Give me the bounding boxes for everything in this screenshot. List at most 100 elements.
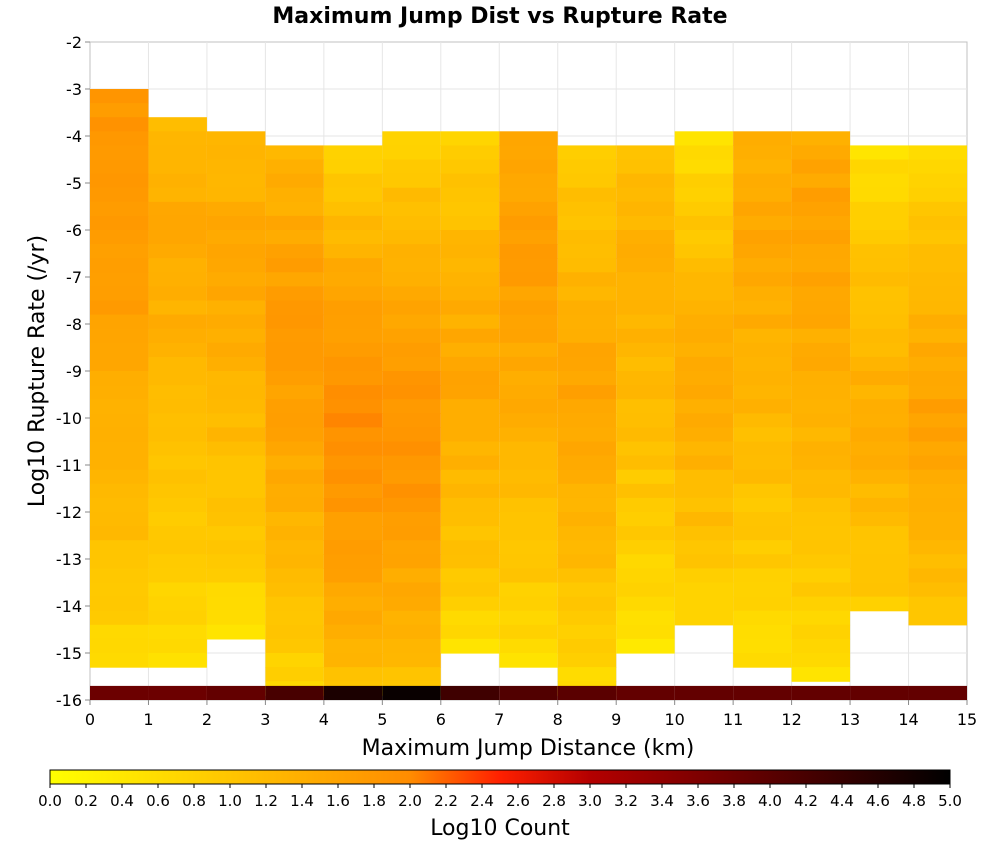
heatmap-cell (265, 145, 324, 161)
heatmap-cell (382, 413, 441, 428)
heatmap-cell (908, 512, 967, 527)
x-tick-label: 3 (260, 710, 270, 729)
heatmap-cell (850, 568, 909, 584)
heatmap-cell (908, 342, 967, 358)
heatmap-cell (440, 554, 500, 569)
heatmap-cell (148, 201, 207, 217)
y-tick-label: -14 (56, 597, 82, 616)
heatmap-cell (148, 328, 207, 344)
heatmap-cell (148, 596, 207, 612)
y-tick-label: -2 (66, 33, 82, 52)
x-tick-label: 8 (553, 710, 563, 729)
heatmap-cell (265, 610, 324, 626)
heatmap-cell (499, 526, 558, 541)
heatmap-cell (206, 201, 266, 217)
heatmap-cell (90, 385, 149, 400)
heatmap-cell (499, 201, 558, 217)
heatmap-cell (850, 215, 909, 231)
heatmap-cell (908, 145, 967, 161)
heatmap-cell (791, 638, 851, 654)
heatmap-cell (206, 526, 266, 541)
heatmap-cell (616, 399, 675, 414)
heatmap-cell (206, 131, 266, 146)
heatmap-cell (791, 258, 851, 273)
heatmap-cell-bottom-row (499, 685, 558, 700)
heatmap-cell (557, 300, 617, 316)
heatmap-cell (791, 596, 851, 612)
heatmap-cell (90, 568, 149, 584)
heatmap-cell (90, 653, 149, 668)
heatmap-cell (908, 328, 967, 344)
heatmap-cell (850, 385, 909, 400)
heatmap-cell (850, 342, 909, 358)
heatmap-cell (440, 201, 500, 217)
heatmap-cell (90, 314, 149, 330)
heatmap-cell (323, 385, 383, 400)
heatmap-cell (323, 399, 383, 414)
heatmap-cell (148, 131, 207, 146)
heatmap-cell (440, 399, 500, 414)
heatmap-cell (382, 159, 441, 175)
y-tick-label: -10 (56, 409, 82, 428)
heatmap-cell (440, 582, 500, 598)
heatmap-cell (440, 314, 500, 330)
heatmap-cell (265, 667, 324, 682)
heatmap-cell (674, 469, 734, 485)
heatmap-cell (90, 526, 149, 541)
heatmap-cell (850, 272, 909, 287)
heatmap-cell (323, 441, 383, 457)
heatmap-cell (90, 187, 149, 203)
heatmap-cell (733, 596, 792, 612)
heatmap-cell (148, 540, 207, 555)
heatmap-cell (616, 469, 675, 485)
heatmap-cell (206, 145, 266, 161)
heatmap-cell (674, 512, 734, 527)
heatmap-cell (557, 596, 617, 612)
heatmap-cell (499, 497, 558, 513)
heatmap-cell (90, 638, 149, 654)
heatmap-cell (616, 441, 675, 457)
heatmap-cell (440, 483, 500, 499)
heatmap-cell (440, 258, 500, 273)
heatmap-cell (148, 215, 207, 231)
heatmap-cell (850, 314, 909, 330)
heatmap-cell (674, 314, 734, 330)
heatmap-cell (791, 328, 851, 344)
heatmap-cell-bottom-row (90, 685, 149, 700)
heatmap-cell (908, 356, 967, 372)
colorbar-tick-label: 2.2 (434, 792, 458, 810)
heatmap-cell (733, 159, 792, 175)
heatmap-cell (382, 342, 441, 358)
heatmap-cell (616, 230, 675, 245)
heatmap-cell (206, 512, 266, 527)
heatmap-cell (791, 413, 851, 428)
heatmap-cell (733, 300, 792, 316)
heatmap-cell (323, 667, 383, 682)
heatmap-cell (616, 610, 675, 626)
heatmap-cell (557, 653, 617, 668)
colorbar-tick-label: 3.6 (686, 792, 710, 810)
heatmap-cell (733, 413, 792, 428)
heatmap-cell (499, 385, 558, 400)
heatmap-cell (90, 610, 149, 626)
heatmap-cell (791, 624, 851, 640)
heatmap-cell (382, 455, 441, 471)
x-tick-label: 15 (957, 710, 977, 729)
heatmap-cell (850, 159, 909, 175)
heatmap-cell (323, 286, 383, 302)
heatmap-cell (148, 554, 207, 569)
heatmap-cell (791, 230, 851, 245)
heatmap-cell (791, 286, 851, 302)
heatmap-cell (791, 568, 851, 584)
heatmap-cell (206, 554, 266, 569)
heatmap-cell (382, 356, 441, 372)
heatmap-cell (382, 300, 441, 316)
heatmap-cell (557, 272, 617, 287)
heatmap-cell (90, 201, 149, 217)
heatmap-cell (850, 540, 909, 555)
heatmap-cell (206, 427, 266, 443)
heatmap-cell (616, 497, 675, 513)
heatmap-cell (674, 497, 734, 513)
heatmap-cell (733, 441, 792, 457)
